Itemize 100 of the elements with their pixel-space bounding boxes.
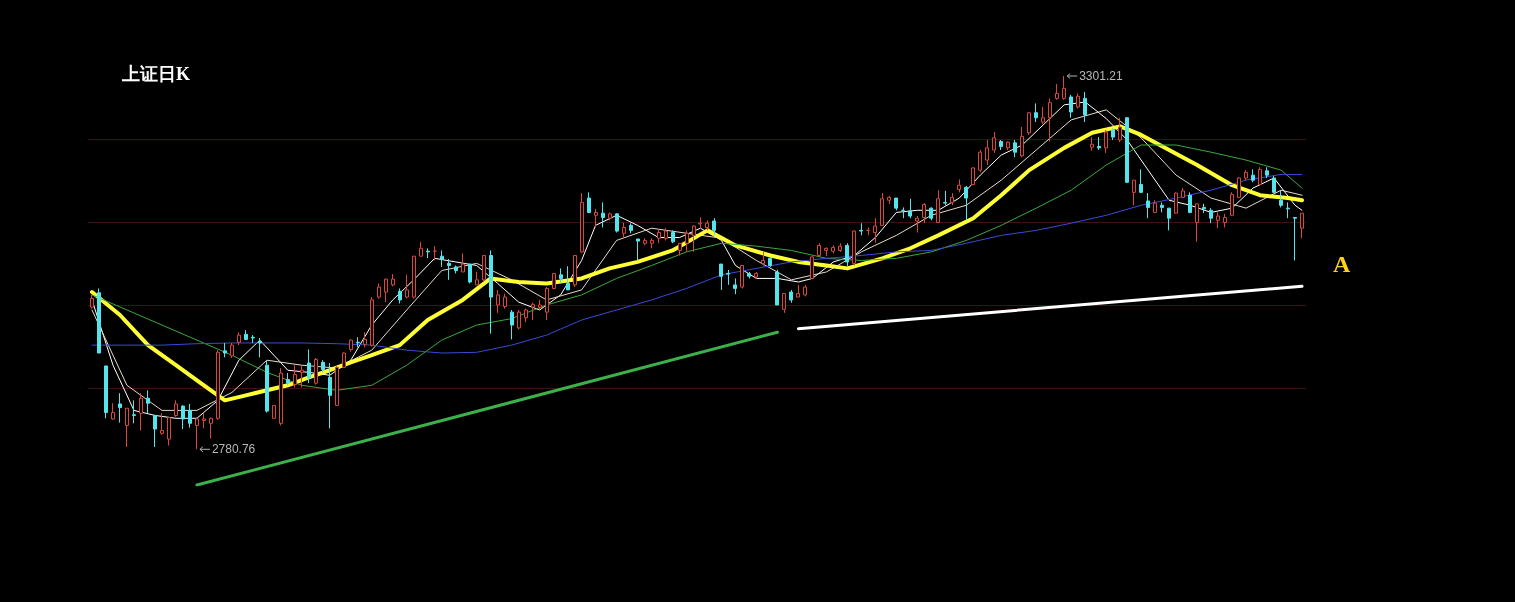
candlestick xyxy=(887,195,891,205)
candlestick xyxy=(922,202,926,224)
candlestick xyxy=(831,244,835,254)
candlestick xyxy=(1174,191,1178,215)
candlestick xyxy=(209,417,213,439)
candlestick xyxy=(1048,97,1052,142)
candlestick xyxy=(503,292,507,310)
candlestick xyxy=(1300,212,1304,239)
candlestick xyxy=(174,399,178,418)
candlestick xyxy=(873,217,877,244)
candlestick xyxy=(195,417,199,450)
candlestick xyxy=(384,277,388,303)
candlestick xyxy=(999,139,1003,151)
candlestick xyxy=(160,412,164,436)
candlestick xyxy=(482,254,486,283)
candlestick xyxy=(1006,140,1010,151)
candlestick xyxy=(657,228,661,244)
candlestick xyxy=(1195,203,1199,243)
candlestick xyxy=(125,407,129,448)
candlestick xyxy=(139,392,143,431)
candlestick xyxy=(181,404,185,430)
candlestick xyxy=(1090,136,1094,152)
candlestick xyxy=(678,242,682,256)
candlestick xyxy=(705,219,709,231)
candlestick xyxy=(971,166,975,186)
candlestick xyxy=(1209,207,1213,224)
candlestick xyxy=(992,131,996,154)
candlestick xyxy=(1244,169,1248,181)
candlestick xyxy=(1279,190,1283,208)
candlestick xyxy=(615,212,619,234)
candlestick xyxy=(845,242,849,267)
candlestick xyxy=(1132,179,1136,206)
candlestick xyxy=(1013,139,1017,158)
candlestick xyxy=(733,277,737,295)
candlestick xyxy=(517,309,521,330)
candlestick xyxy=(118,392,122,424)
candlestick xyxy=(97,287,101,354)
candlestick xyxy=(202,412,206,429)
candlestick xyxy=(719,263,723,291)
candlestick xyxy=(915,215,919,234)
candlestick xyxy=(587,191,591,214)
candlestick xyxy=(90,294,94,310)
candlestick xyxy=(573,254,577,288)
candlestick xyxy=(258,337,262,358)
candlestick xyxy=(349,338,353,353)
candlestick xyxy=(531,302,535,321)
candlestick xyxy=(698,216,702,229)
candlestick xyxy=(328,362,332,429)
candlestick xyxy=(1153,199,1157,214)
candlestick xyxy=(803,284,807,297)
candlestick xyxy=(188,403,192,429)
candlestick xyxy=(1265,166,1269,179)
candlestick xyxy=(489,249,493,335)
candlestick xyxy=(559,267,563,284)
candlestick xyxy=(251,334,255,344)
candlestick xyxy=(167,417,171,447)
candlestick xyxy=(1293,216,1297,261)
candlestick xyxy=(985,139,989,166)
candlestick xyxy=(300,365,304,388)
candlestick xyxy=(314,357,318,386)
candlestick xyxy=(237,331,241,346)
candlestick xyxy=(566,265,570,291)
candlestick xyxy=(244,329,248,341)
candlestick xyxy=(775,269,779,306)
candlestick xyxy=(1083,91,1087,123)
candlestick xyxy=(685,229,689,253)
candlestick xyxy=(440,249,444,268)
candlestick xyxy=(230,342,234,359)
candlestick xyxy=(824,247,828,257)
candlestick xyxy=(894,197,898,211)
candlestick xyxy=(664,227,668,241)
candlestick xyxy=(692,224,696,253)
candlestick xyxy=(852,229,856,267)
candlestick xyxy=(132,399,136,424)
candlestick xyxy=(412,255,416,300)
candlestick xyxy=(1146,192,1150,219)
candlestick xyxy=(454,265,458,274)
candlestick xyxy=(964,185,968,221)
candlestick xyxy=(859,222,863,236)
candlestick xyxy=(1216,211,1220,229)
candlestick xyxy=(1125,116,1129,184)
candlestick xyxy=(342,351,346,369)
candlestick xyxy=(1237,176,1241,199)
candlestick xyxy=(608,211,612,221)
candlestick xyxy=(370,296,374,348)
candlestick xyxy=(223,342,227,358)
candlestick xyxy=(671,229,675,244)
candlestick xyxy=(747,271,751,279)
candlestick xyxy=(545,286,549,321)
candlestick xyxy=(1230,191,1234,217)
candlestick xyxy=(461,252,465,273)
candlestick xyxy=(293,364,297,388)
candlestick xyxy=(936,189,940,224)
candlestick xyxy=(279,367,283,426)
candlestick xyxy=(761,251,765,267)
candlestick xyxy=(643,237,647,246)
candlestick xyxy=(950,192,954,206)
candlestick xyxy=(265,359,269,414)
candlestick xyxy=(552,272,556,290)
candlestick xyxy=(629,222,633,234)
